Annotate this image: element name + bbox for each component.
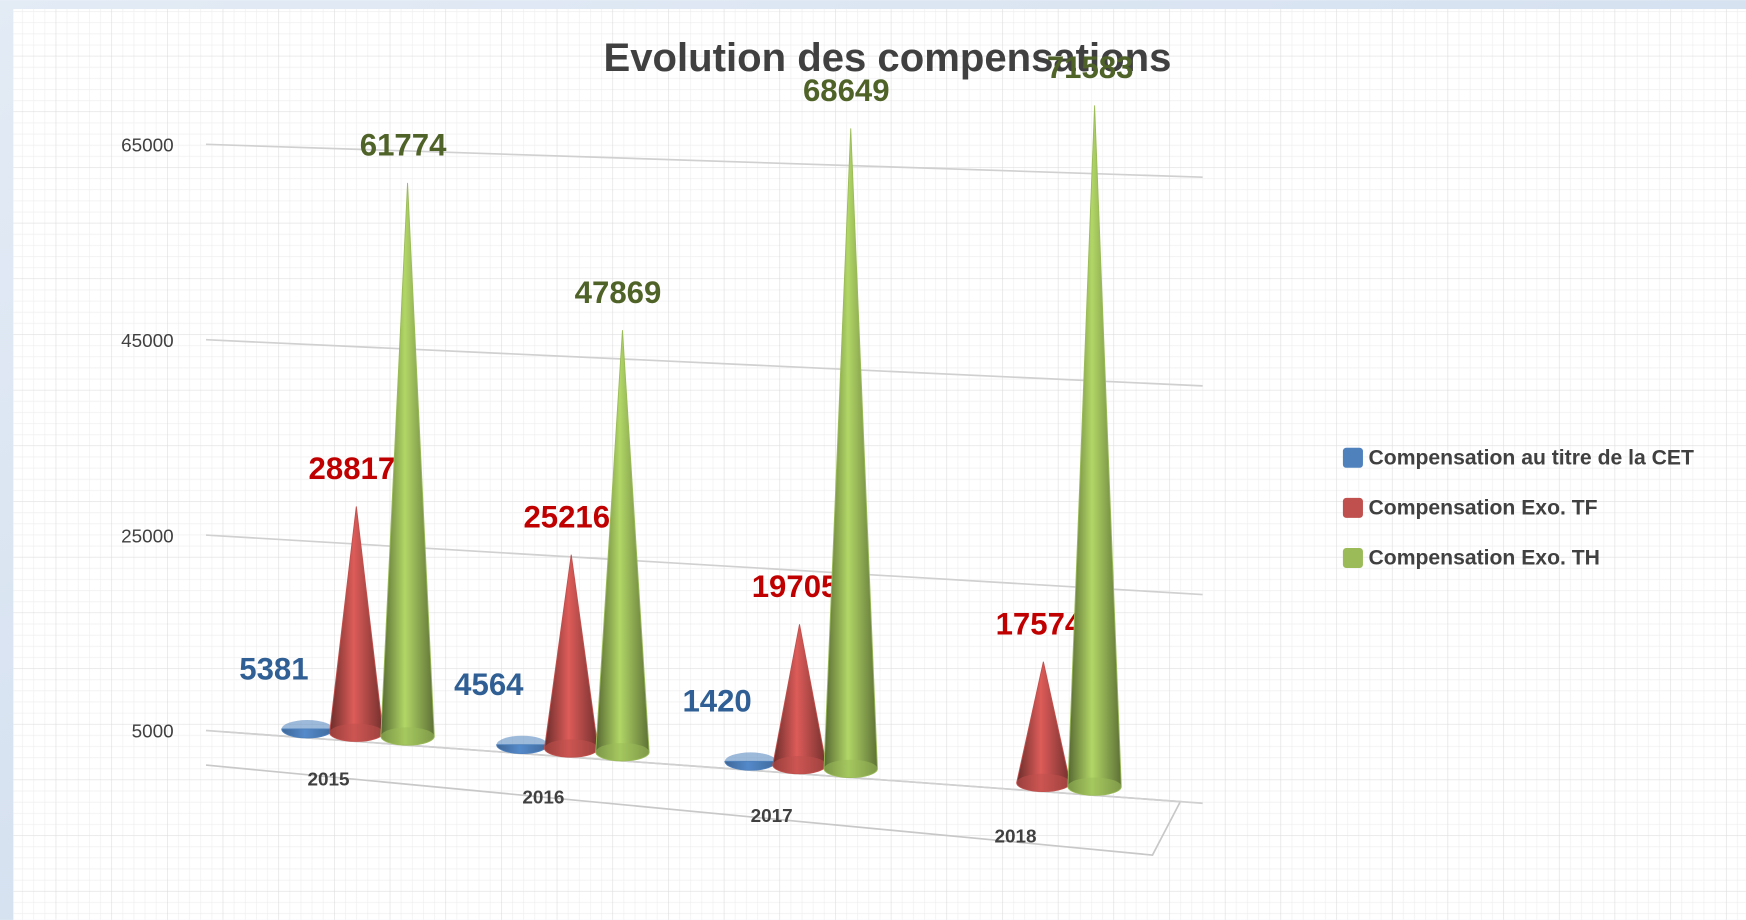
y-tick-label: 25000 xyxy=(121,526,174,547)
legend-label: Compensation Exo. TH xyxy=(1369,547,1600,570)
chart-title: Evolution des compensations xyxy=(604,36,1172,80)
value-label: 17574 xyxy=(996,606,1083,641)
cone-base xyxy=(772,755,827,774)
cone xyxy=(595,330,650,762)
legend-swatch xyxy=(1342,547,1363,569)
cone-base xyxy=(1016,773,1071,792)
cone-base xyxy=(724,752,777,771)
cone-base xyxy=(281,720,333,738)
y-tick-label: 5000 xyxy=(132,722,174,743)
value-label: 28817 xyxy=(309,451,396,486)
x-tick-label: 2016 xyxy=(522,787,564,808)
x-tick-label: 2018 xyxy=(994,826,1036,847)
legend-swatch xyxy=(1342,447,1363,468)
value-label: 5381 xyxy=(239,651,308,686)
y-tick-label: 65000 xyxy=(121,136,174,157)
value-label: 4564 xyxy=(454,667,524,702)
cone-base xyxy=(496,735,548,754)
grid-line xyxy=(205,338,1203,387)
value-label: 47869 xyxy=(575,275,662,310)
value-label: 25216 xyxy=(523,499,610,534)
cone-base xyxy=(1067,777,1122,796)
cone-base xyxy=(380,727,435,746)
grid-line xyxy=(205,143,1203,179)
legend-label: Compensation Exo. TF xyxy=(1369,497,1598,520)
cone-base xyxy=(595,743,650,761)
cone-base xyxy=(824,759,878,778)
cone xyxy=(823,128,878,778)
value-label: 1420 xyxy=(682,684,751,719)
y-tick-label: 45000 xyxy=(121,331,174,352)
value-label: 68649 xyxy=(803,73,890,108)
cone-base xyxy=(329,723,384,742)
value-label: 61774 xyxy=(360,128,447,163)
grid-line xyxy=(205,534,1203,596)
value-label: 19705 xyxy=(752,569,839,604)
legend-label: Compensation au titre de la CET xyxy=(1369,446,1694,469)
cone xyxy=(380,182,435,746)
x-tick-label: 2017 xyxy=(751,806,793,827)
background-grid xyxy=(13,9,1746,920)
legend-swatch xyxy=(1342,497,1363,518)
value-label: 71583 xyxy=(1047,50,1134,85)
x-tick-label: 2015 xyxy=(307,769,349,790)
cone-base xyxy=(544,739,598,758)
